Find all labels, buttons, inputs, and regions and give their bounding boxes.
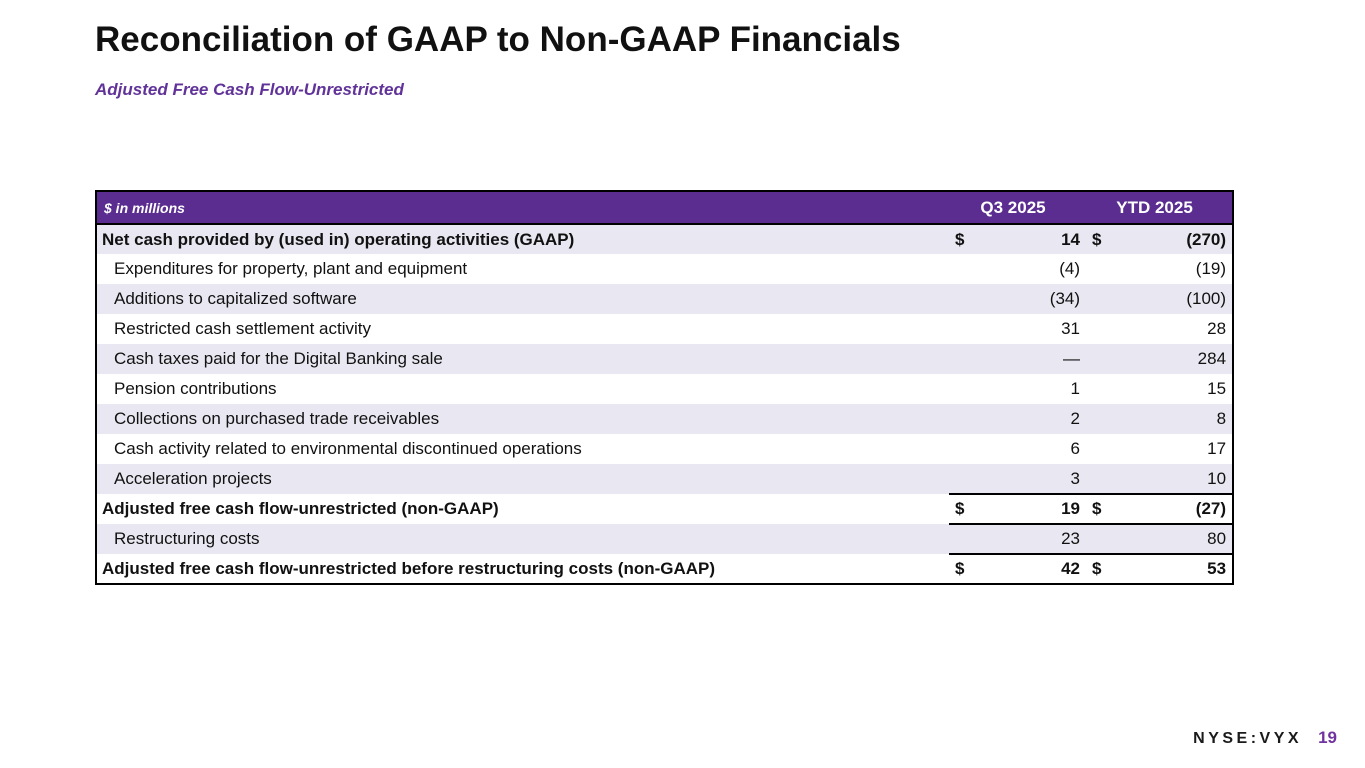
row-q3: 31 <box>1061 319 1081 338</box>
table-header-row: $ in millions Q3 2025 YTD 2025 <box>96 191 1234 224</box>
page-title: Reconciliation of GAAP to Non-GAAP Finan… <box>95 20 901 59</box>
table-row: Cash activity related to environmental d… <box>96 434 1234 464</box>
row-q3-dollar <box>949 464 979 494</box>
row-q3-dollar <box>949 434 979 464</box>
row-q3: (4) <box>1059 259 1081 278</box>
row-ytd-dollar <box>1086 523 1117 554</box>
row-q3-dollar <box>949 344 979 374</box>
row-q3: (34) <box>1049 289 1081 308</box>
row-label: Additions to capitalized software <box>114 289 357 308</box>
row-ytd-dollar: $ <box>1086 493 1117 524</box>
row-q3: — <box>1063 349 1081 368</box>
page-number: 19 <box>1318 728 1337 747</box>
row-q3: 42 <box>979 553 1087 584</box>
row-q3-dollar <box>949 523 979 554</box>
row-ytd: (19) <box>1195 259 1227 278</box>
row-ytd-dollar <box>1086 434 1116 464</box>
table-row: Pension contributions 1 15 <box>96 374 1234 404</box>
row-ytd-dollar <box>1086 254 1116 284</box>
row-label: Net cash provided by (used in) operating… <box>102 229 575 249</box>
table-row: Restricted cash settlement activity 31 28 <box>96 314 1234 344</box>
row-ytd: (270) <box>1186 229 1227 249</box>
column-header-q3-2025: Q3 2025 <box>980 197 1046 217</box>
slide-footer: NYSE:VYX 19 <box>1193 728 1337 748</box>
row-label: Collections on purchased trade receivabl… <box>114 409 440 428</box>
row-ytd-dollar: $ <box>1086 553 1117 584</box>
row-ytd: (27) <box>1116 493 1234 524</box>
table-row: Expenditures for property, plant and equ… <box>96 254 1234 284</box>
row-label: Cash activity related to environmental d… <box>114 439 582 458</box>
row-ytd: (100) <box>1186 289 1227 308</box>
row-ytd: 17 <box>1207 439 1227 458</box>
row-label: Restricted cash settlement activity <box>114 319 371 338</box>
row-q3: 2 <box>1070 409 1081 428</box>
table-row: Adjusted free cash flow-unrestricted bef… <box>96 553 1234 584</box>
row-ytd: 8 <box>1216 409 1227 428</box>
row-label: Pension contributions <box>114 379 277 398</box>
row-q3-dollar <box>949 284 979 314</box>
table-row: Net cash provided by (used in) operating… <box>96 224 1234 254</box>
row-ytd-dollar: $ <box>1092 229 1102 249</box>
row-q3: 19 <box>979 493 1087 524</box>
row-q3-dollar <box>949 374 979 404</box>
row-q3: 23 <box>979 523 1087 554</box>
row-q3-dollar <box>949 254 979 284</box>
unit-label: $ in millions <box>104 199 185 216</box>
row-ytd-dollar <box>1086 284 1116 314</box>
row-ytd-dollar <box>1086 404 1116 434</box>
row-label: Adjusted free cash flow-unrestricted bef… <box>102 558 716 578</box>
row-ytd: 53 <box>1116 553 1234 584</box>
table-row: Restructuring costs 23 80 <box>96 523 1234 554</box>
row-q3: 3 <box>1070 468 1081 488</box>
row-q3: 1 <box>1070 379 1081 398</box>
row-q3: 14 <box>1061 229 1081 249</box>
row-ytd-dollar <box>1086 314 1116 344</box>
row-label: Acceleration projects <box>114 469 272 488</box>
row-q3-dollar <box>949 404 979 434</box>
row-label: Adjusted free cash flow-unrestricted (no… <box>102 499 499 518</box>
row-label: Expenditures for property, plant and equ… <box>114 259 468 278</box>
table-row: Acceleration projects 3 10 <box>96 464 1234 494</box>
row-q3-dollar: $ <box>955 229 965 249</box>
row-q3-dollar: $ <box>949 493 979 524</box>
table-row: Additions to capitalized software (34) (10… <box>96 284 1234 314</box>
reconciliation-table-body: Net cash provided by (used in) operating… <box>96 224 1234 584</box>
table-row: Cash taxes paid for the Digital Banking … <box>96 344 1234 374</box>
page-subtitle: Adjusted Free Cash Flow-Unrestricted <box>95 80 404 99</box>
row-ytd-dollar <box>1086 464 1116 494</box>
reconciliation-table-container: $ in millions Q3 2025 YTD 2025 Net cash … <box>95 190 1235 585</box>
row-q3-dollar <box>949 314 979 344</box>
row-ytd: 15 <box>1207 379 1227 398</box>
row-label: Restructuring costs <box>114 529 260 548</box>
row-ytd-dollar <box>1086 374 1116 404</box>
row-label: Cash taxes paid for the Digital Banking … <box>114 349 443 368</box>
column-header-ytd-2025: YTD 2025 <box>1116 197 1193 217</box>
row-ytd: 10 <box>1207 468 1227 488</box>
row-ytd: 28 <box>1207 319 1227 338</box>
row-ytd-dollar <box>1086 344 1116 374</box>
row-q3-dollar: $ <box>949 553 979 584</box>
reconciliation-table: $ in millions Q3 2025 YTD 2025 Net cash … <box>95 190 1235 585</box>
table-row: Adjusted free cash flow-unrestricted (no… <box>96 493 1234 524</box>
row-q3: 6 <box>1070 439 1081 458</box>
row-ytd: 80 <box>1116 523 1234 554</box>
table-row: Collections on purchased trade receivabl… <box>96 404 1234 434</box>
row-ytd: 284 <box>1197 349 1227 368</box>
ticker-label: NYSE:VYX <box>1193 730 1303 747</box>
